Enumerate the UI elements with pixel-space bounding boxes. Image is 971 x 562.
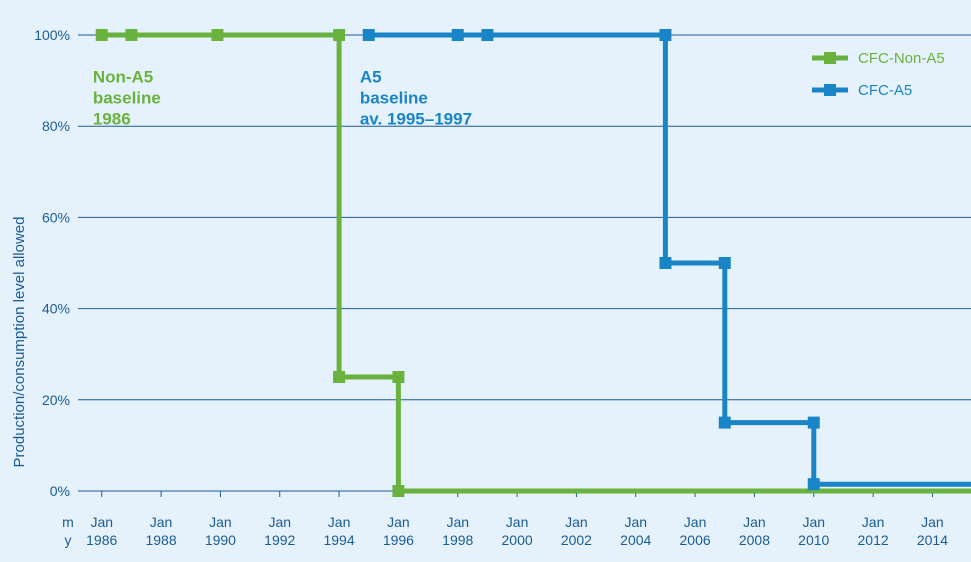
y-tick-label: 20% — [42, 392, 70, 408]
data-point — [333, 29, 346, 41]
series-1 — [362, 29, 971, 491]
x-tick-labels: Jan 1986 Jan 1988 Jan 1990 Jan 1992 Jan 1994 Jan 19… — [86, 514, 948, 548]
y-axis-label: Production/consumption level allowed — [11, 217, 28, 468]
data-point — [392, 371, 405, 383]
x-tick-label-year: 2004 — [620, 532, 651, 548]
series-0 — [95, 29, 971, 497]
x-unit-label-month: m — [62, 514, 74, 530]
data-point — [125, 29, 138, 41]
x-tick-label-month: Jan — [446, 514, 469, 530]
x-tick-label-month: Jan — [506, 514, 529, 530]
data-point — [807, 416, 820, 429]
y-tick-label: 40% — [42, 301, 70, 317]
x-tick-label-month: Jan — [150, 514, 173, 530]
series-line-1 — [368, 32, 971, 487]
y-tick-label: 60% — [42, 209, 70, 225]
data-point — [807, 478, 820, 491]
y-tick-label: 0% — [50, 483, 70, 499]
x-tick-label-year: 2014 — [917, 532, 948, 548]
annotation-0-line-0: Non-A5 — [93, 68, 153, 87]
x-tick-label-month: Jan — [743, 514, 766, 530]
data-point — [333, 371, 346, 383]
data-point — [718, 257, 731, 269]
x-tick-label-year: 2002 — [561, 532, 592, 548]
x-tick-label-month: Jan — [328, 514, 351, 530]
x-tick-label-month: Jan — [802, 514, 825, 530]
x-tick-label-month: Jan — [862, 514, 885, 530]
data-point — [718, 416, 731, 429]
x-tick-label-year: 2008 — [739, 532, 770, 548]
data-point — [392, 485, 405, 497]
legend: CFC-Non-A5 CFC-A5 — [812, 50, 945, 99]
annotations: Non-A5 baseline 1986 A5 baseline av. 1995–199… — [93, 68, 472, 129]
series-layer — [95, 29, 971, 497]
x-tick-label-year: 2010 — [798, 532, 829, 548]
x-tick-label-month: Jan — [921, 514, 944, 530]
x-unit-label-year: y — [65, 532, 72, 548]
annotation-0-line-1: baseline — [93, 89, 161, 108]
x-tick-label-year: 2006 — [680, 532, 711, 548]
y-tick-label: 80% — [42, 118, 70, 134]
x-tick-label-year: 1986 — [86, 532, 117, 548]
x-tick-label-year: 1988 — [145, 532, 176, 548]
x-tick-label-year: 1990 — [205, 532, 236, 548]
y-tick-labels: 0% 20% 40% 60% 80% 100% — [34, 27, 70, 499]
x-tick-label-year: 1992 — [264, 532, 295, 548]
x-tick-label-month: Jan — [684, 514, 707, 530]
data-point — [659, 257, 672, 269]
annotation-0-line-2: 1986 — [93, 110, 131, 129]
x-tick-label-year: 1996 — [383, 532, 414, 548]
x-tick-label-month: Jan — [387, 514, 410, 530]
x-tick-label-month: Jan — [624, 514, 647, 530]
annotation-1-line-0: A5 — [360, 68, 382, 87]
x-tick-label-month: Jan — [565, 514, 588, 530]
x-tick-label-month: Jan — [209, 514, 232, 530]
data-point — [451, 29, 464, 41]
data-point — [362, 29, 375, 41]
x-tick-label-month: Jan — [268, 514, 291, 530]
legend-marker-a5 — [824, 84, 836, 96]
x-tick-label-year: 2012 — [858, 532, 889, 548]
data-point — [95, 29, 108, 41]
x-tick-label-year: 2000 — [502, 532, 533, 548]
legend-marker-non-a5 — [824, 52, 836, 64]
data-point — [659, 29, 672, 41]
legend-label-a5: CFC-A5 — [858, 82, 912, 99]
data-point — [211, 29, 224, 41]
data-point — [481, 29, 494, 41]
x-tick-label-year: 1998 — [442, 532, 473, 548]
annotation-1-line-1: baseline — [360, 89, 428, 108]
x-tick-label-year: 1994 — [323, 532, 354, 548]
x-tick-label-month: Jan — [90, 514, 113, 530]
gridlines — [78, 34, 971, 497]
annotation-1-line-2: av. 1995–1997 — [360, 110, 472, 129]
y-tick-label: 100% — [34, 27, 70, 43]
legend-label-non-a5: CFC-Non-A5 — [858, 50, 945, 67]
series-line-0 — [101, 32, 971, 494]
